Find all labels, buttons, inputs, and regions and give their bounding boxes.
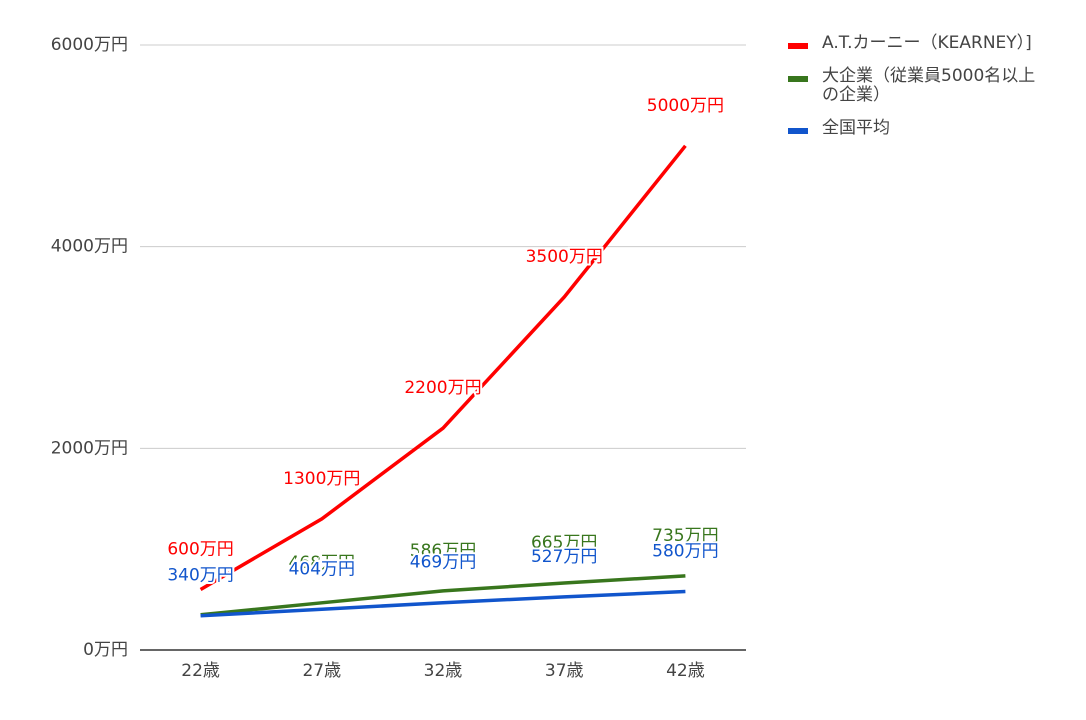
series-line [200, 574, 686, 617]
legend-item: 全国平均 [788, 119, 1058, 138]
x-tick-label: 32歳 [424, 661, 463, 681]
legend-swatch [788, 76, 808, 82]
legend-label: 大企業（従業員5000名以上の企業） [822, 66, 1036, 105]
series-line [200, 589, 686, 618]
data-label: 527万円 [531, 547, 597, 567]
x-tick-label: 37歳 [545, 661, 584, 681]
y-tick-label: 4000万円 [51, 237, 128, 257]
legend-label: 全国平均 [822, 118, 890, 138]
legend-swatch [788, 43, 808, 49]
legend-label: A.T.カーニー（KEARNEY）] [822, 33, 1032, 53]
series-line [199, 144, 687, 592]
legend-swatch [788, 128, 808, 134]
data-label: 586万円 [410, 541, 476, 561]
x-tick-label: 42歳 [666, 661, 705, 681]
data-label: 735万円 [652, 526, 718, 546]
legend: A.T.カーニー（KEARNEY）] 大企業（従業員5000名以上の企業） 全国平均 [788, 34, 1058, 152]
y-tick-label: 0万円 [83, 640, 128, 660]
data-label: 340万円 [167, 566, 233, 586]
data-label: 3500万円 [526, 247, 603, 267]
data-label: 580万円 [652, 542, 718, 562]
x-tick-label: 27歳 [302, 661, 341, 681]
data-label: 665万円 [531, 533, 597, 553]
data-label: 1300万円 [283, 469, 360, 489]
data-label: 2200万円 [404, 378, 481, 398]
y-tick-label: 6000万円 [51, 35, 128, 55]
x-tick-label: 22歳 [181, 661, 220, 681]
data-label: 469万円 [410, 553, 476, 573]
data-label: 600万円 [167, 540, 233, 560]
legend-item: A.T.カーニー（KEARNEY）] [788, 34, 1058, 53]
data-label: 5000万円 [647, 96, 724, 116]
y-tick-label: 2000万円 [51, 438, 128, 458]
data-label: 404万円 [289, 559, 355, 579]
data-label: 468万円 [289, 553, 355, 573]
legend-item: 大企業（従業員5000名以上の企業） [788, 67, 1058, 105]
